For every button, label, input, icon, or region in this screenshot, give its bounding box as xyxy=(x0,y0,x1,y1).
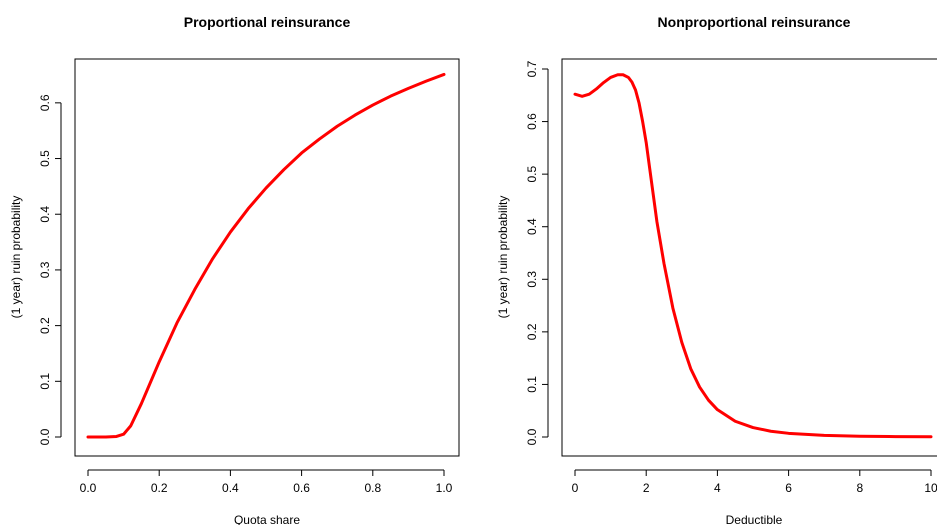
x-tick-label: 8 xyxy=(856,481,863,495)
y-tick-label: 0.6 xyxy=(525,113,539,130)
chart-title: Proportional reinsurance xyxy=(184,14,351,30)
x-tick-label: 2 xyxy=(643,481,650,495)
y-tick-label: 0.5 xyxy=(38,150,52,167)
chart-title: Nonproportional reinsurance xyxy=(658,14,851,30)
series-line xyxy=(86,72,446,439)
x-tick-label: 0 xyxy=(572,481,579,495)
y-axis: 0.0 0.1 0.2 0.3 0.4 0.5 0.6 xyxy=(38,94,62,445)
x-tick-label: 1.0 xyxy=(436,481,453,495)
y-tick-label: 0.2 xyxy=(525,323,539,340)
y-axis: 0.0 0.1 0.2 0.3 0.4 0.5 0.6 0.7 xyxy=(525,60,549,445)
y-tick-label: 0.1 xyxy=(525,376,539,393)
y-tick-label: 0.1 xyxy=(38,373,52,390)
x-axis: 0 2 4 6 8 10 xyxy=(572,469,937,495)
series-line xyxy=(573,73,933,439)
y-axis-label: (1 year) ruin probability xyxy=(9,196,23,319)
y-tick-label: 0.4 xyxy=(525,218,539,235)
y-tick-label: 0.3 xyxy=(38,261,52,278)
x-axis-label: Quota share xyxy=(234,513,300,525)
y-tick-label: 0.0 xyxy=(38,428,52,445)
series-group xyxy=(86,72,446,439)
x-tick-label: 6 xyxy=(785,481,792,495)
y-tick-label: 0.4 xyxy=(38,206,52,223)
plot-frame xyxy=(74,58,460,457)
x-axis-label: Deductible xyxy=(726,513,783,525)
x-tick-label: 0.6 xyxy=(293,481,310,495)
y-tick-label: 0.2 xyxy=(38,317,52,334)
series-group xyxy=(573,73,933,439)
y-tick-label: 0.3 xyxy=(525,271,539,288)
y-tick-label: 0.0 xyxy=(525,428,539,445)
x-tick-label: 4 xyxy=(714,481,721,495)
x-tick-label: 10 xyxy=(924,481,937,495)
x-axis: 0.0 0.2 0.4 0.6 0.8 1.0 xyxy=(80,469,453,495)
y-tick-label: 0.7 xyxy=(525,60,539,77)
x-tick-label: 0.2 xyxy=(151,481,168,495)
plot-frame xyxy=(561,58,937,457)
y-axis-label: (1 year) ruin probability xyxy=(496,196,510,319)
x-tick-label: 0.8 xyxy=(364,481,381,495)
y-tick-label: 0.6 xyxy=(38,94,52,111)
y-tick-label: 0.5 xyxy=(525,165,539,182)
proportional-reinsurance-panel: Proportional reinsurance 0.0 0.2 0.4 0.6 0.8… xyxy=(9,14,460,525)
x-tick-label: 0.4 xyxy=(222,481,239,495)
nonproportional-reinsurance-panel: Nonproportional reinsurance 0 2 4 6 8 10 0.00… xyxy=(496,14,937,525)
x-tick-label: 0.0 xyxy=(80,481,97,495)
